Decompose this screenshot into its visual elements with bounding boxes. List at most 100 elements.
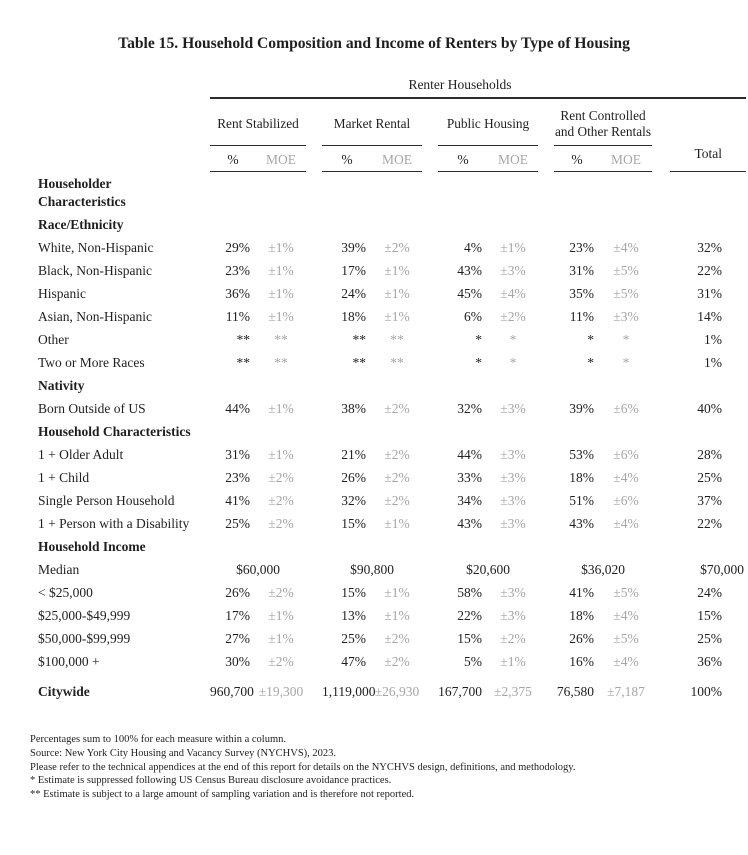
- moe-value: ±2%: [384, 447, 410, 462]
- moe-value: ±2%: [268, 516, 294, 531]
- moe-value: ±5%: [613, 263, 639, 278]
- table-row: White, Non-Hispanic 29% ±1% 39% ±2% 4% ±1% 23% ±…: [38, 236, 746, 259]
- section-heading-row: Nativity: [38, 374, 746, 397]
- moe-column-header: MOE: [256, 146, 306, 172]
- pct-value: 22%: [457, 608, 482, 623]
- pct-value: 1,119,000: [322, 684, 376, 699]
- pct-value: 15%: [457, 631, 482, 646]
- moe-value: ±6%: [613, 447, 639, 462]
- table-row: 1 + Person with a Disability 25% ±2% 15% ±1%…: [38, 512, 746, 535]
- moe-value: ±1%: [384, 585, 410, 600]
- pct-value: *: [475, 355, 482, 370]
- pct-value: 4%: [464, 240, 482, 255]
- pct-value: 5%: [464, 654, 482, 669]
- table-title: Table 15. Household Composition and Inco…: [118, 35, 630, 52]
- total-value: 25%: [697, 470, 722, 485]
- moe-value: ±2%: [384, 493, 410, 508]
- row-label: < $25,000: [38, 585, 93, 600]
- pct-value: 41%: [569, 585, 594, 600]
- row-label: 1 + Child: [38, 470, 90, 485]
- median-value: $90,800: [350, 562, 394, 577]
- footnote-line: * Estimate is suppressed following US Ce…: [30, 775, 392, 787]
- pct-value: 43%: [457, 263, 482, 278]
- row-label: Asian, Non-Hispanic: [38, 309, 152, 324]
- moe-value: ±4%: [613, 470, 639, 485]
- pct-column-header: %: [554, 146, 600, 172]
- moe-value: ±4%: [613, 516, 639, 531]
- pct-value: 31%: [569, 263, 594, 278]
- moe-value: ±2%: [384, 654, 410, 669]
- total-value: 1%: [704, 355, 722, 370]
- column-group-label: Rent Controlled and Other Rentals: [554, 108, 651, 139]
- moe-value: ±7,187: [607, 684, 645, 699]
- section-heading-row: Householder Characteristics: [38, 172, 746, 213]
- total-value: 40%: [697, 401, 722, 416]
- moe-value: ±2%: [268, 493, 294, 508]
- total-value: 22%: [697, 516, 722, 531]
- moe-value: **: [390, 355, 404, 370]
- moe-value: ±3%: [500, 608, 526, 623]
- total-value: 100%: [690, 684, 723, 699]
- moe-value: *: [622, 355, 630, 370]
- moe-value: ±3%: [500, 493, 526, 508]
- moe-value: **: [390, 332, 404, 347]
- pct-column-header: %: [322, 146, 372, 172]
- moe-value: ±1%: [268, 401, 294, 416]
- moe-value: ±2%: [500, 631, 526, 646]
- pct-value: 43%: [457, 516, 482, 531]
- moe-value: ±1%: [268, 631, 294, 646]
- moe-value: ±1%: [268, 608, 294, 623]
- moe-value: ±4%: [500, 286, 526, 301]
- moe-value: ±1%: [268, 447, 294, 462]
- total-value: 1%: [704, 332, 722, 347]
- column-group-header-rent-stabilized: Rent Stabilized: [210, 99, 306, 146]
- footnote-line: Please refer to the technical appendices…: [30, 761, 576, 773]
- table-row: $100,000 + 30% ±2% 47% ±2% 5% ±1% 16% ±4% 36%: [38, 650, 746, 673]
- total-value: 37%: [697, 493, 722, 508]
- row-label: Two or More Races: [38, 355, 145, 370]
- pct-value: 38%: [341, 401, 366, 416]
- moe-value: ±1%: [268, 286, 294, 301]
- moe-value: ±4%: [613, 608, 639, 623]
- moe-value: ±2,375: [494, 684, 532, 699]
- pct-value: 30%: [225, 654, 250, 669]
- moe-value: ±2%: [268, 654, 294, 669]
- median-value: $20,600: [466, 562, 510, 577]
- row-label: Citywide: [38, 684, 90, 699]
- section-heading: Household Income: [38, 539, 146, 554]
- column-group-label: Rent Stabilized: [217, 116, 299, 131]
- pct-value: **: [236, 355, 251, 370]
- moe-value: ±5%: [613, 631, 639, 646]
- moe-value: ±1%: [384, 516, 410, 531]
- table-row: Median $60,000 $90,800 $20,600 $36,020 $70,00…: [38, 558, 746, 581]
- moe-value: ±6%: [613, 493, 639, 508]
- pct-value: 47%: [341, 654, 366, 669]
- column-group-label: Public Housing: [446, 116, 530, 131]
- pct-value: 17%: [225, 608, 250, 623]
- pct-value: 26%: [225, 585, 250, 600]
- row-label: Born Outside of US: [38, 401, 146, 416]
- pct-value: 36%: [225, 286, 250, 301]
- table-row: Black, Non-Hispanic 23% ±1% 17% ±1% 43% ±3% 31%…: [38, 259, 746, 282]
- moe-value: *: [509, 355, 517, 370]
- pct-value: 43%: [569, 516, 594, 531]
- moe-value: ±1%: [384, 309, 410, 324]
- pct-value: 15%: [341, 516, 366, 531]
- moe-value: ±5%: [613, 585, 639, 600]
- total-value: 22%: [697, 263, 722, 278]
- table-body: Householder Characteristics Race/Ethnicit…: [38, 172, 746, 703]
- row-label: Hispanic: [38, 286, 86, 301]
- pct-value: 18%: [569, 470, 594, 485]
- row-label: $50,000-$99,999: [38, 631, 131, 646]
- moe-value: **: [274, 355, 288, 370]
- table-row: Asian, Non-Hispanic 11% ±1% 18% ±1% 6% ±2% 11% ±…: [38, 305, 746, 328]
- pct-value: 51%: [569, 493, 594, 508]
- pct-value: 21%: [341, 447, 366, 462]
- table-row: Two or More Races ** ** ** ** * * * * 1%: [38, 351, 746, 374]
- citywide-row: Citywide 960,700 ±19,300 1,119,000 ±26,930 16…: [38, 680, 746, 703]
- moe-value: ±26,930: [374, 684, 420, 699]
- pct-value: 26%: [569, 631, 594, 646]
- pct-value: 44%: [457, 447, 482, 462]
- table-row: Single Person Household 41% ±2% 32% ±2% 34% ±3…: [38, 489, 746, 512]
- table-row: < $25,000 26% ±2% 15% ±1% 58% ±3% 41% ±5% 24%: [38, 581, 746, 604]
